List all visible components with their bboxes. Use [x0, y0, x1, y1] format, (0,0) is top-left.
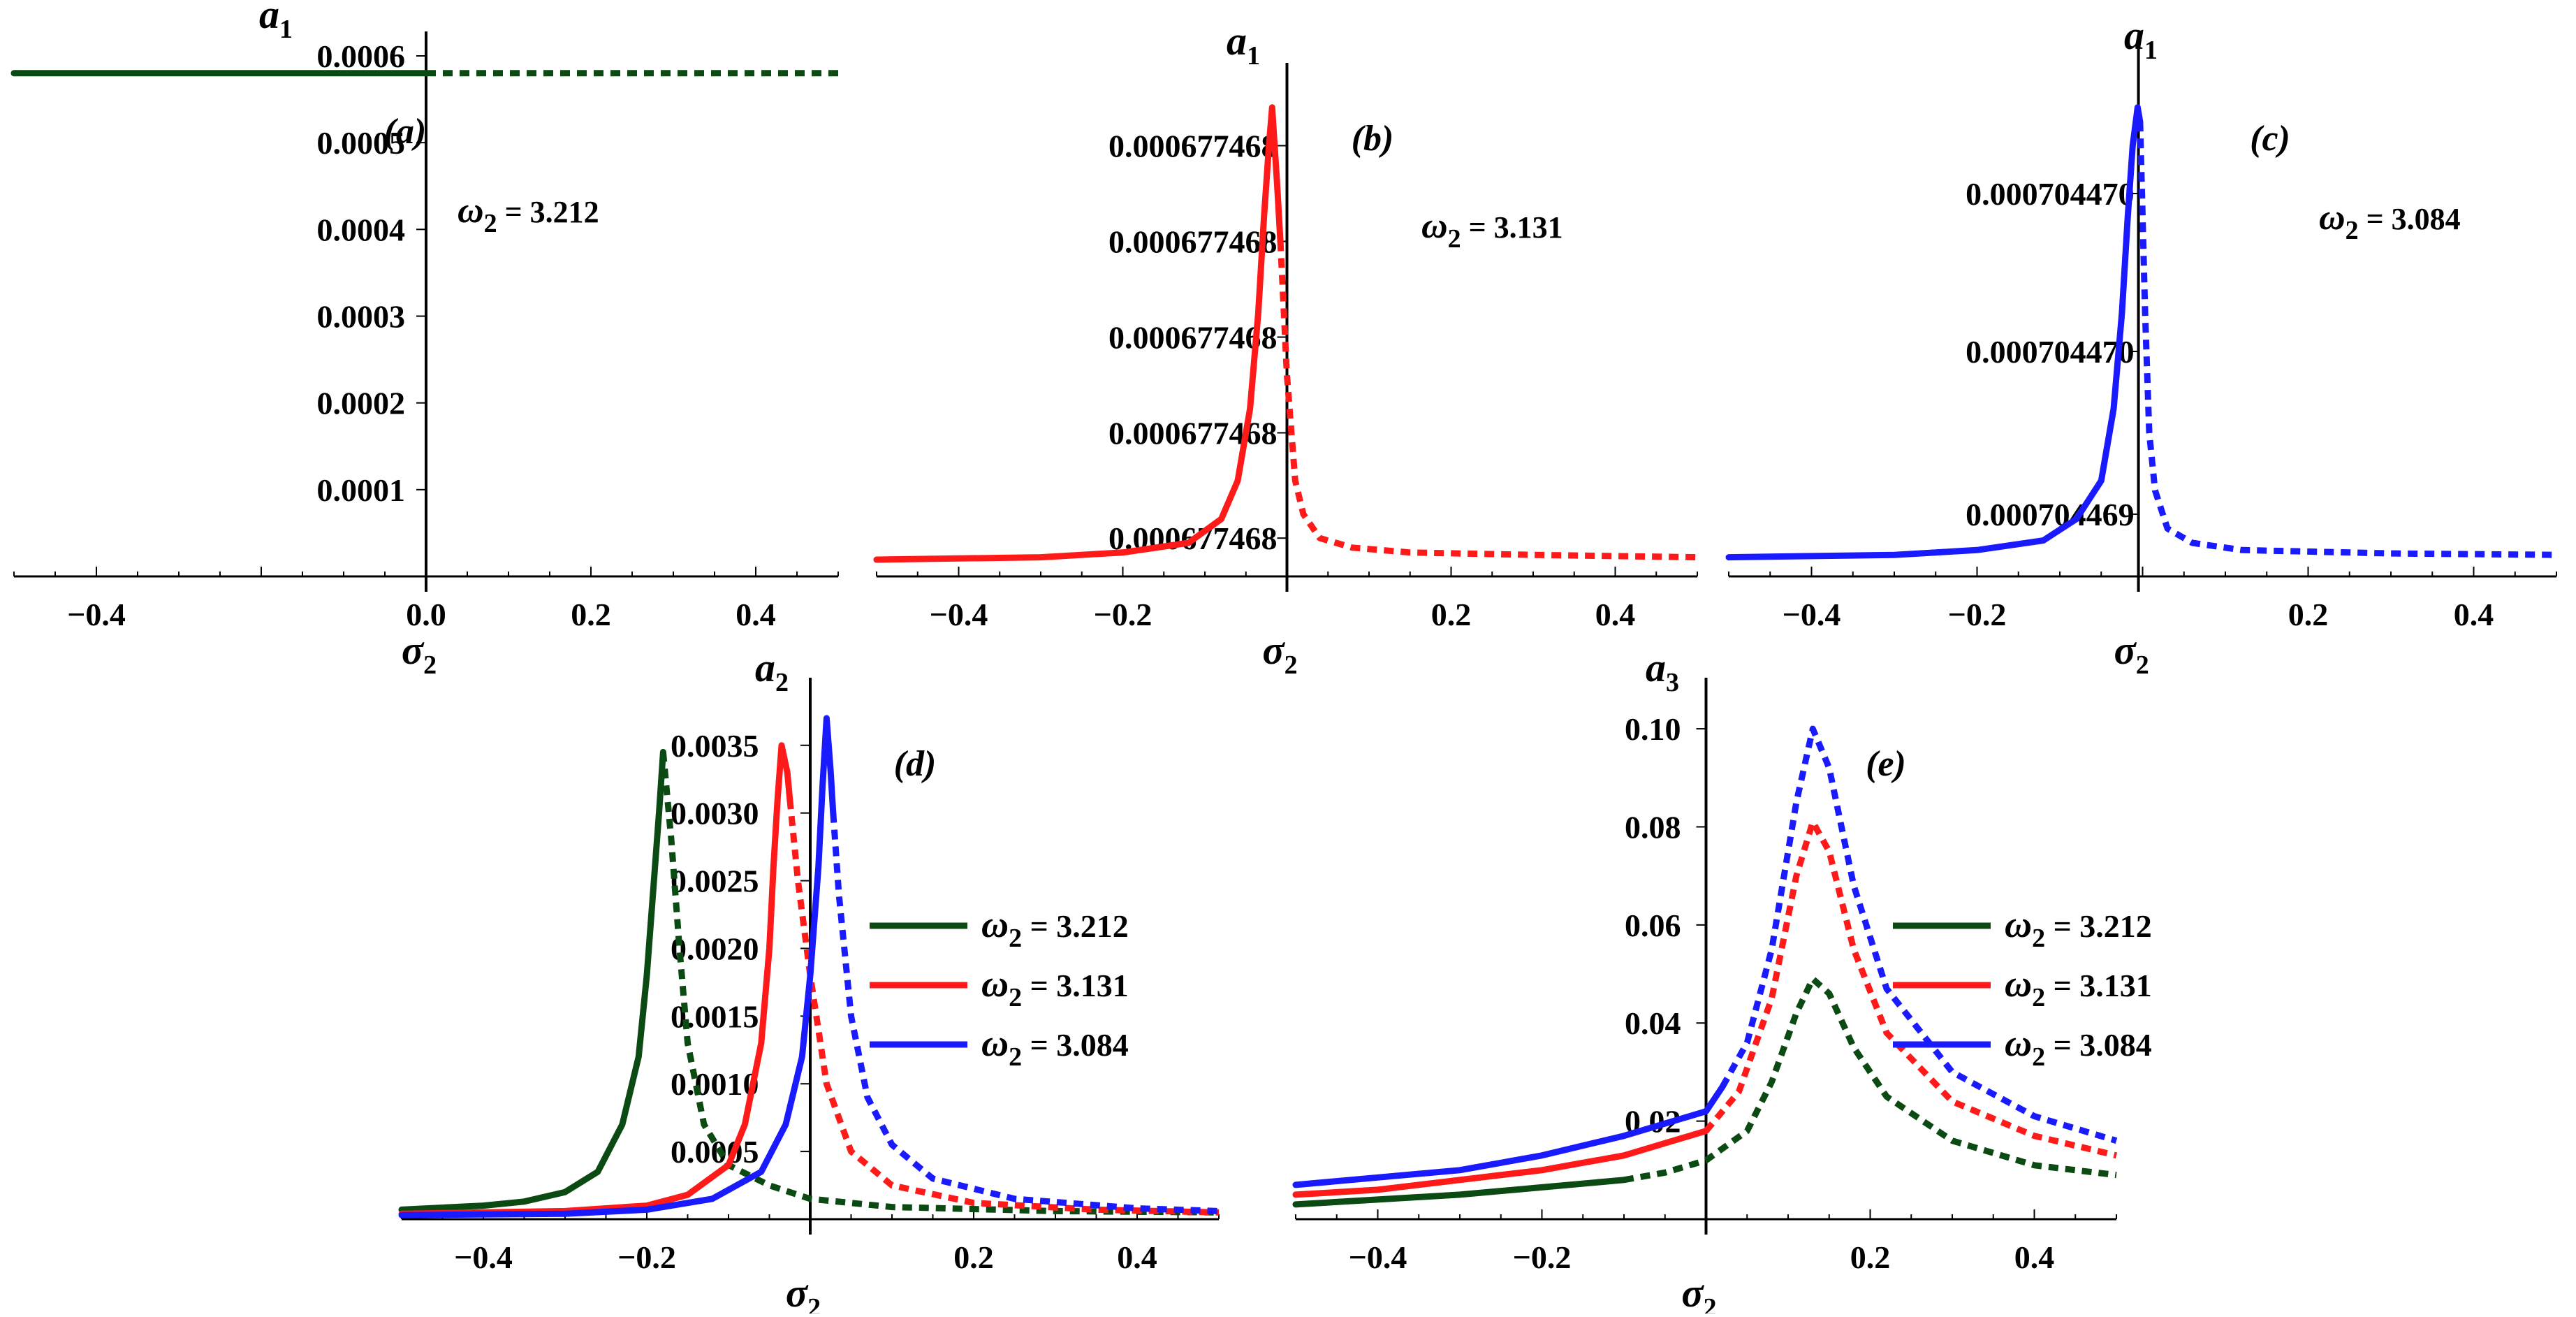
series-line-solid — [398, 742, 793, 1217]
omega-annotation: ω2 = 3.084 — [2319, 198, 2461, 245]
series-line-dotted — [830, 813, 1220, 1214]
legend-label: ω2 = 3.212 — [981, 903, 1129, 953]
x-tick-label: −0.4 — [1349, 1239, 1407, 1275]
x-axis-label: σ2 — [402, 627, 437, 680]
series-line-solid — [1725, 104, 2144, 561]
y-axis-label: a1 — [259, 0, 293, 44]
panel-b: −0.4 −0.2 0.2 0.4 0.000677468 0.000677468 0.00… — [873, 18, 1698, 680]
series-line-dotted — [1720, 725, 2118, 1144]
y-axis-label: a1 — [2124, 13, 2158, 65]
series-line-solid — [1292, 1084, 1726, 1188]
legend-label: ω2 = 3.131 — [2005, 963, 2152, 1012]
y-tick-label: 0.0010 — [671, 1066, 759, 1102]
x-tick-label: 0.0 — [406, 597, 446, 632]
legend-label: ω2 = 3.084 — [981, 1022, 1129, 1072]
y-tick-label: 0.0004 — [317, 212, 406, 247]
x-tick-label: 0.2 — [953, 1239, 994, 1275]
x-axis-label: σ2 — [2114, 627, 2149, 680]
series-line-dotted — [1623, 975, 2117, 1184]
x-tick-label: 0.2 — [1850, 1239, 1891, 1275]
x-tick-label: 0.4 — [1117, 1239, 1157, 1275]
x-tick-label: 0.2 — [2288, 597, 2329, 632]
x-tick-label: −0.4 — [67, 597, 126, 632]
y-tick-label: 0.0002 — [317, 386, 406, 421]
y-tick-label: 0.0003 — [317, 299, 406, 335]
panel-label: (b) — [1352, 119, 1394, 159]
panel-c: −0.4 −0.2 0.2 0.4 0.000704469 0.000704470 0.00… — [1725, 13, 2557, 680]
y-axis-label: a3 — [1646, 645, 1679, 697]
y-tick-label: 0.0035 — [671, 728, 759, 764]
y-tick-label: 0.000677468 — [1108, 416, 1278, 451]
series-line-solid — [1292, 1128, 1709, 1198]
legend-label: ω2 = 3.084 — [2005, 1022, 2152, 1072]
x-axis-label: σ2 — [1262, 627, 1297, 680]
x-tick-label: 0.4 — [736, 597, 776, 632]
y-tick-label: 0.000704469 — [1966, 497, 2135, 532]
y-tick-label: 0.04 — [1625, 1005, 1681, 1041]
x-tick-label: −0.2 — [1094, 597, 1152, 632]
y-tick-label: 0.0001 — [317, 472, 406, 508]
panel-label: (e) — [1866, 744, 1906, 784]
y-tick-label: 0.000677468 — [1108, 129, 1278, 164]
series-line-dotted — [786, 799, 1220, 1216]
y-tick-label: 0.06 — [1625, 908, 1681, 943]
y-tick-label: 0.08 — [1625, 809, 1681, 845]
omega-annotation: ω2 = 3.212 — [458, 191, 599, 238]
x-tick-label: 0.4 — [2014, 1239, 2055, 1275]
omega-annotation: ω2 = 3.131 — [1421, 206, 1563, 254]
x-tick-label: 0.2 — [571, 597, 611, 632]
legend-label: ω2 = 3.212 — [2005, 903, 2152, 953]
x-tick-label: 0.4 — [1595, 597, 1636, 632]
series-line-solid — [873, 104, 1284, 563]
series-line-solid — [398, 748, 666, 1213]
y-tick-label: 0.000677468 — [1108, 224, 1278, 260]
y-tick-label: 0.000704470 — [1966, 176, 2135, 212]
x-tick-label: −0.2 — [617, 1239, 676, 1275]
legend-label: ω2 = 3.131 — [981, 963, 1129, 1012]
panel-label: (a) — [384, 112, 427, 152]
series-line-solid — [1292, 1177, 1627, 1208]
x-tick-label: −0.4 — [930, 597, 988, 632]
x-axis-label: σ2 — [786, 1270, 821, 1314]
y-tick-label: 0.0005 — [317, 125, 406, 161]
x-tick-label: 0.4 — [2454, 597, 2494, 632]
x-axis-label: σ2 — [1681, 1270, 1716, 1314]
x-tick-label: −0.4 — [454, 1239, 513, 1275]
y-tick-label: 0.0006 — [317, 38, 406, 74]
x-tick-label: −0.2 — [1513, 1239, 1572, 1275]
panel-a: −0.4 0.0 0.2 0.4 0.0001 0.0002 0.0003 0.0004 0.0… — [10, 0, 839, 680]
series-line-dotted — [1704, 819, 2118, 1159]
series-line-dotted — [1277, 241, 1698, 561]
x-tick-label: 0.2 — [1431, 597, 1472, 632]
y-tick-label: 0.000704470 — [1966, 334, 2135, 370]
series-line-solid — [398, 715, 837, 1218]
y-axis-label: a2 — [755, 645, 789, 697]
panel-e: −0.4 −0.2 0.2 0.40.020.040.060.080.10σ2a3(e… — [1292, 645, 2152, 1317]
x-tick-label: −0.2 — [1948, 597, 2007, 632]
y-tick-label: 0.000677468 — [1108, 320, 1278, 356]
series-line-dotted — [2137, 122, 2557, 558]
panel-label: (d) — [894, 744, 937, 784]
panel-d: −0.4 −0.2 0.2 0.40.00050.00100.00150.00200.… — [398, 645, 1220, 1317]
y-tick-label: 0.0020 — [671, 931, 759, 966]
x-tick-label: −0.4 — [1783, 597, 1841, 632]
panel-label: (c) — [2250, 119, 2290, 159]
y-tick-label: 0.0025 — [671, 864, 759, 899]
y-tick-label: 0.0030 — [671, 796, 759, 831]
y-axis-label: a1 — [1227, 18, 1260, 71]
y-tick-label: 0.10 — [1625, 711, 1681, 747]
